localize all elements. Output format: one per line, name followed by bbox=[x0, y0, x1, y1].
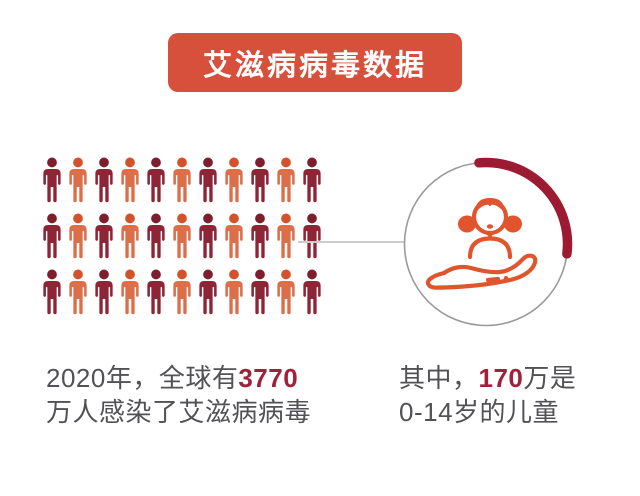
person-icon bbox=[121, 157, 139, 203]
person-icon bbox=[225, 213, 243, 259]
person-icon bbox=[225, 269, 243, 315]
person-icon bbox=[251, 269, 269, 315]
person-icon bbox=[277, 269, 295, 315]
person-icon bbox=[147, 213, 165, 259]
caption-children-line1: 其中，170万是 bbox=[399, 361, 576, 395]
person-icon bbox=[147, 157, 165, 203]
page-title: 艾滋病病毒数据 bbox=[202, 49, 427, 82]
person-icon bbox=[95, 213, 113, 259]
person-icon bbox=[199, 157, 217, 203]
person-icon bbox=[199, 213, 217, 259]
people-grid-row bbox=[40, 157, 324, 205]
connector-line bbox=[298, 241, 404, 243]
person-icon bbox=[95, 157, 113, 203]
caption-global-line2: 万人感染了艾滋病病毒 bbox=[46, 397, 312, 427]
caption-children-number: 170 bbox=[478, 363, 524, 393]
person-icon bbox=[69, 213, 87, 259]
person-icon bbox=[303, 213, 321, 259]
person-icon bbox=[277, 157, 295, 203]
person-icon bbox=[69, 157, 87, 203]
person-icon bbox=[251, 213, 269, 259]
caption-children-suffix: 万是 bbox=[523, 363, 577, 393]
person-icon bbox=[43, 157, 61, 203]
person-icon bbox=[303, 157, 321, 203]
caption-global-number: 3770 bbox=[238, 363, 299, 393]
people-grid bbox=[40, 157, 324, 317]
people-grid-row bbox=[40, 213, 324, 261]
donut-arc bbox=[474, 157, 573, 259]
person-icon bbox=[173, 269, 191, 315]
person-icon bbox=[225, 157, 243, 203]
person-icon bbox=[173, 157, 191, 203]
person-icon bbox=[277, 213, 295, 259]
person-icon bbox=[251, 157, 269, 203]
person-icon bbox=[121, 269, 139, 315]
title-banner: 艾滋病病毒数据 bbox=[168, 33, 462, 92]
person-icon bbox=[43, 269, 61, 315]
caption-global-prefix: 2020年，全球有 bbox=[46, 363, 239, 393]
person-icon bbox=[147, 269, 165, 315]
caption-global-line1: 2020年，全球有3770 bbox=[46, 361, 311, 395]
person-icon bbox=[303, 269, 321, 315]
person-icon bbox=[121, 213, 139, 259]
caption-children-line2: 0-14岁的儿童 bbox=[399, 397, 560, 427]
children-donut bbox=[403, 157, 573, 327]
person-icon bbox=[173, 213, 191, 259]
caption-children: 其中，170万是 0-14岁的儿童 bbox=[399, 361, 576, 429]
person-icon bbox=[43, 213, 61, 259]
person-icon bbox=[95, 269, 113, 315]
caption-global: 2020年，全球有3770 万人感染了艾滋病病毒 bbox=[46, 361, 311, 429]
person-icon bbox=[69, 269, 87, 315]
person-icon bbox=[199, 269, 217, 315]
caption-children-prefix: 其中， bbox=[399, 363, 479, 393]
people-grid-row bbox=[40, 269, 324, 317]
child-on-hand-icon bbox=[425, 198, 538, 290]
